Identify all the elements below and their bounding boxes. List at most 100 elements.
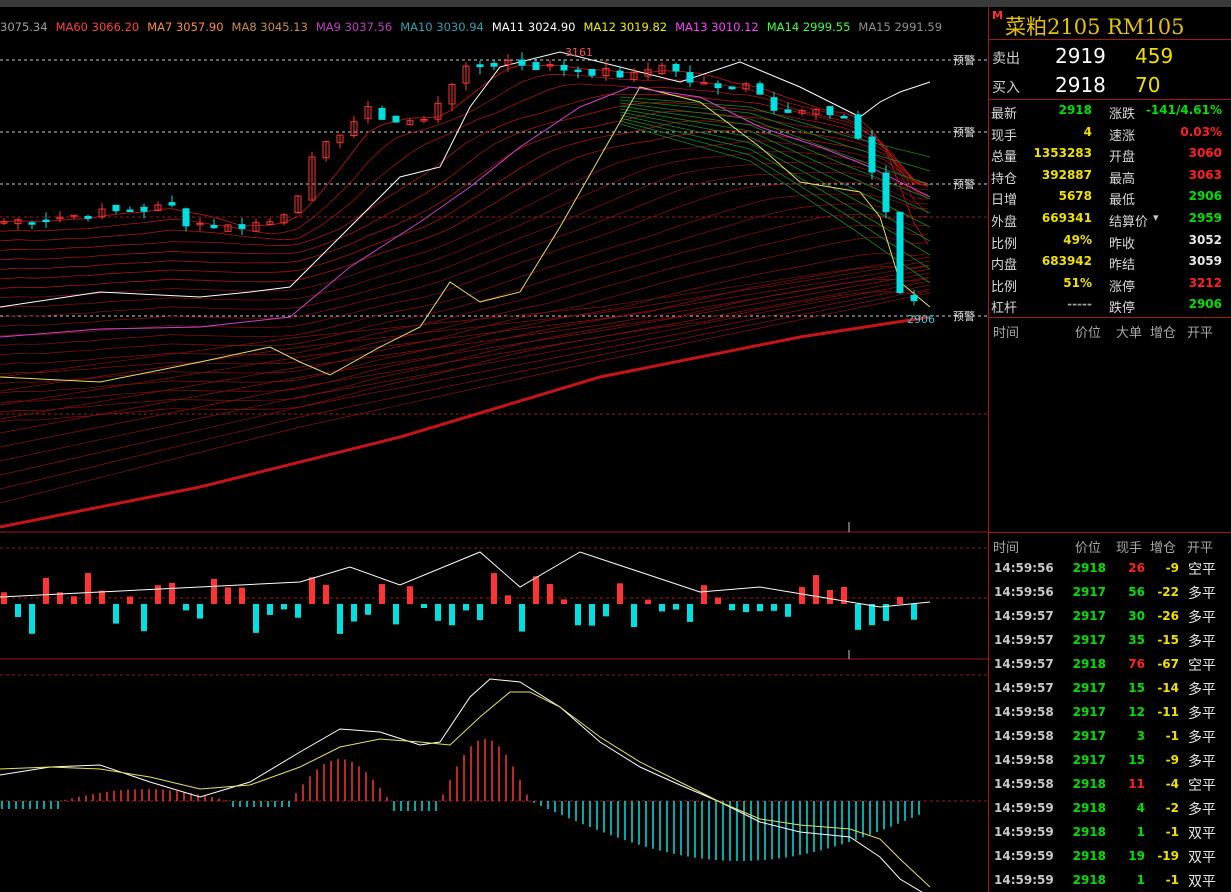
tick-type: 多平	[1188, 610, 1216, 626]
ma-legend-item: MA15 2991.59	[858, 20, 943, 34]
big-order-big-header: 大单	[1116, 326, 1143, 341]
market-badge: M	[992, 9, 1003, 22]
stat-value: 1353283	[1033, 146, 1092, 161]
ma-line	[0, 252, 929, 394]
tick-row[interactable]: 14:59:57 2917 35 -15 多平	[989, 628, 1231, 652]
candle-body	[84, 215, 92, 219]
tick-row[interactable]: 14:59:59 2918 4 -2 多平	[989, 796, 1231, 820]
candle-body	[112, 204, 120, 212]
tick-time: 14:59:58	[994, 705, 1054, 719]
stat-label: 涨停	[1109, 279, 1136, 295]
stat-label: 持仓	[991, 171, 1018, 187]
volume-bar	[673, 604, 679, 610]
quote-stats: 最新 2918 涨跌 -141/4.61% 现手 4 速涨 0.03% 总量 1353283 开盘 3…	[989, 100, 1231, 318]
candle-body	[14, 219, 22, 225]
candle-body	[238, 224, 246, 229]
tick-row[interactable]: 14:59:58 2917 3 -1 多平	[989, 724, 1231, 748]
tick-row[interactable]: 14:59:59 2918 19 -19 双平	[989, 844, 1231, 868]
stat-value: 669341	[1041, 211, 1092, 225]
ma-line	[0, 290, 929, 422]
stat-label: 跌停	[1109, 301, 1136, 317]
tick-open-header: 开平	[1187, 541, 1214, 556]
candle-body	[42, 219, 50, 223]
volume-bar	[239, 587, 245, 604]
tick-type: 双平	[1188, 850, 1216, 866]
tick-row[interactable]: 14:59:58 2918 11 -4 空平	[989, 772, 1231, 796]
candle-body	[616, 70, 624, 78]
tick-chg-header: 增仓	[1150, 541, 1177, 556]
tick-row[interactable]: 14:59:59 2918 1 -1 双平	[989, 868, 1231, 892]
volume-bar	[99, 590, 105, 604]
ma-line	[0, 171, 929, 327]
stat-label: 昨收	[1109, 236, 1136, 252]
tick-volume: 11	[1128, 777, 1145, 791]
candle-body	[420, 119, 428, 122]
tick-row[interactable]: 14:59:58 2917 15 -9 多平	[989, 748, 1231, 772]
sell-row[interactable]: 卖出 2919 459	[989, 42, 1231, 70]
volume-bar	[589, 604, 595, 626]
tick-volume: 15	[1128, 753, 1145, 767]
candle-body	[602, 67, 610, 77]
candle-body	[154, 204, 162, 212]
caret-down-icon[interactable]: ▾	[1153, 211, 1159, 224]
ma-line	[0, 272, 931, 434]
candle-body	[28, 222, 36, 225]
instrument-title[interactable]: M 菜粕2105 RM105	[989, 7, 1231, 40]
ma-green-line	[619, 96, 931, 158]
volume-bar	[29, 604, 35, 634]
tick-row[interactable]: 14:59:57 2917 15 -14 多平	[989, 676, 1231, 700]
candle-body	[70, 214, 78, 218]
tick-change: -11	[1157, 705, 1179, 719]
volume-bar	[183, 604, 189, 611]
ma-green-line	[619, 114, 931, 242]
volume-bar	[827, 589, 833, 604]
ma-line	[0, 284, 931, 476]
tick-change: -67	[1157, 657, 1179, 671]
ma-green-line	[619, 108, 931, 214]
ma-legend-item: MA11 3024.90	[491, 20, 576, 34]
stat-label: 最高	[1109, 171, 1136, 187]
sell-price: 2919	[1055, 44, 1106, 68]
stat-value: 49%	[1063, 232, 1092, 247]
buy-row[interactable]: 买入 2918 70	[989, 71, 1231, 99]
volume-bar	[575, 604, 581, 626]
big-order-chg-header: 增仓	[1150, 326, 1177, 341]
volume-bar	[743, 604, 749, 613]
ma-green-line	[619, 117, 931, 256]
kline-chart-area[interactable]: 预警 预警 预警 预警 3161 2906	[0, 7, 988, 892]
volume-bar	[911, 604, 917, 620]
tick-change: -4	[1165, 777, 1179, 791]
stat-label: 杠杆	[991, 301, 1018, 317]
ma-line	[0, 280, 931, 462]
volume-bar	[71, 596, 77, 604]
volume-bar	[267, 604, 273, 615]
tick-row[interactable]: 14:59:56 2917 56 -22 多平	[989, 580, 1231, 604]
tick-volume: 76	[1128, 657, 1145, 671]
volume-bar	[281, 604, 287, 610]
stat-value: 51%	[1063, 275, 1092, 290]
volume-bar	[169, 582, 175, 604]
stat-row: 外盘 669341 结算价 2959 ▾	[989, 209, 1231, 231]
tick-time: 14:59:58	[994, 729, 1054, 743]
last-price-label: 2906	[907, 313, 935, 326]
tick-row[interactable]: 14:59:57 2918 76 -67 空平	[989, 652, 1231, 676]
volume-bar	[631, 604, 637, 628]
tick-row[interactable]: 14:59:59 2918 1 -1 双平	[989, 820, 1231, 844]
volume-bar	[323, 584, 329, 604]
candle-body	[210, 224, 218, 229]
tick-row[interactable]: 14:59:56 2918 26 -9 空平	[989, 556, 1231, 580]
tick-row[interactable]: 14:59:57 2917 30 -26 多平	[989, 604, 1231, 628]
candle-body	[560, 64, 568, 71]
volume-bar	[757, 604, 763, 612]
candle-body	[0, 221, 8, 224]
tick-volume: 35	[1128, 633, 1145, 647]
volume-bar	[85, 573, 91, 604]
ma-magenta-line	[0, 86, 931, 338]
volume-bar	[463, 604, 469, 611]
tick-time: 14:59:57	[994, 633, 1054, 647]
tick-row[interactable]: 14:59:58 2917 12 -11 多平	[989, 700, 1231, 724]
candle-body	[434, 102, 442, 120]
buy-label: 买入	[992, 80, 1020, 96]
stat-label: 外盘	[991, 215, 1018, 230]
